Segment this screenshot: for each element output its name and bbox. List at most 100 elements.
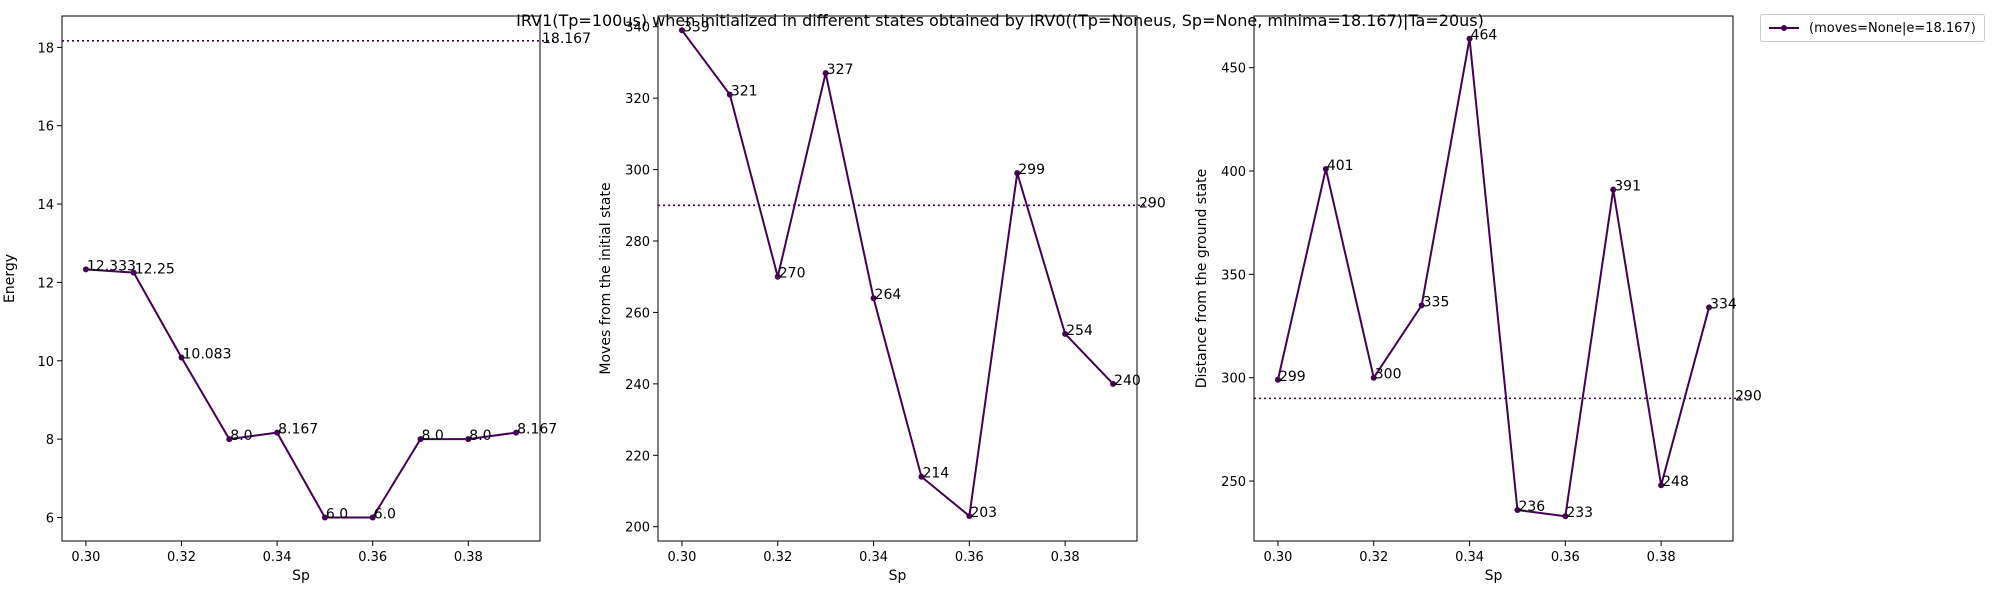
y-tick-label: 280: [625, 235, 650, 250]
data-point: [1562, 513, 1569, 520]
data-point: [82, 266, 89, 273]
y-tick-label: 18: [37, 41, 54, 56]
x-tick-label: 0.36: [1551, 550, 1580, 565]
y-tick-label: 220: [625, 449, 650, 464]
data-point: [1110, 380, 1117, 387]
data-label: 8.167: [517, 422, 557, 438]
x-axis-label: Sp: [1485, 568, 1503, 584]
data-point: [1274, 376, 1281, 383]
x-tick-label: 0.32: [167, 550, 196, 565]
y-axis-label: Distance from the ground state: [1194, 169, 1210, 389]
data-label: 10.083: [183, 347, 232, 363]
legend-line-marker-icon: [1767, 22, 1801, 34]
data-point: [321, 514, 328, 521]
x-tick-label: 0.30: [71, 550, 100, 565]
x-axis-label: Sp: [292, 568, 310, 584]
legend: (moves=None|e=18.167): [1760, 14, 1985, 42]
data-label: 8.0: [469, 428, 491, 444]
y-tick-label: 10: [37, 355, 54, 370]
data-point: [918, 473, 925, 480]
data-label: 464: [1471, 28, 1498, 44]
data-label: 401: [1327, 158, 1354, 174]
y-tick-label: 340: [625, 21, 650, 36]
data-point: [1466, 35, 1473, 42]
data-label: 6.0: [326, 506, 348, 522]
chart-panel-1: 0.30 0.32 0.34 0.36 0.38 6 8 10 12 14 16 18 Sp Energy…: [2, 15, 591, 584]
x-axis-label: Sp: [889, 568, 907, 584]
data-label: 321: [731, 84, 758, 100]
x-tick-label: 0.38: [454, 550, 483, 565]
x-tick-label: 0.36: [955, 550, 984, 565]
data-point: [1418, 302, 1425, 309]
data-point: [1014, 170, 1021, 177]
y-tick-label: 12: [37, 276, 54, 291]
x-tick-label: 0.32: [763, 550, 792, 565]
y-axis-label: Energy: [2, 254, 18, 303]
y-tick-label: 300: [1221, 372, 1246, 387]
data-label: 8.167: [278, 422, 318, 438]
data-point: [1370, 374, 1377, 381]
data-point: [1610, 186, 1617, 193]
chart-panel-2: 0.30 0.32 0.34 0.36 0.38 200 220 240 260 280 300 32…: [598, 15, 1166, 584]
plot-frame: [657, 15, 1138, 542]
data-label: 236: [1518, 499, 1545, 515]
legend-label: (moves=None|e=18.167): [1809, 20, 1976, 36]
data-point: [966, 513, 973, 519]
data-label: 254: [1066, 323, 1093, 339]
y-tick-label: 350: [1221, 268, 1246, 283]
data-label: 299: [1279, 369, 1306, 385]
data-label: 8.0: [422, 428, 444, 444]
data-point: [870, 295, 877, 302]
y-tick-label: 260: [625, 306, 650, 321]
data-point: [274, 429, 281, 436]
plot-frame: [61, 15, 541, 542]
data-label: 6.0: [374, 506, 396, 522]
data-point: [822, 70, 829, 77]
x-tick-label: 0.38: [1647, 550, 1676, 565]
x-tick-label: 0.32: [1359, 550, 1388, 565]
data-point: [678, 27, 685, 34]
y-axis-label: Moves from the initial state: [598, 182, 614, 374]
x-tick-label: 0.34: [859, 550, 888, 565]
y-tick-label: 14: [37, 198, 54, 213]
reference-label: 290: [1735, 388, 1762, 404]
data-point: [774, 273, 781, 280]
data-point: [1322, 165, 1329, 172]
series-line: [1276, 38, 1711, 518]
y-tick-label: 16: [37, 120, 54, 135]
data-point: [130, 269, 137, 276]
x-tick-label: 0.30: [1263, 550, 1292, 565]
data-label: 327: [827, 62, 854, 78]
data-label: 299: [1018, 162, 1045, 178]
data-point: [513, 429, 520, 436]
x-tick-label: 0.38: [1051, 550, 1080, 565]
data-label: 12.333: [87, 258, 136, 274]
data-point: [726, 91, 733, 98]
x-tick-label: 0.36: [358, 550, 387, 565]
data-point: [178, 354, 185, 361]
data-point: [226, 436, 233, 443]
data-point: [1658, 482, 1665, 489]
reference-label: 290: [1139, 195, 1166, 211]
series-line: [681, 29, 1114, 518]
data-label: 264: [875, 287, 902, 303]
data-label: 270: [779, 266, 806, 282]
y-tick-label: 8: [46, 433, 54, 448]
data-label: 233: [1566, 505, 1593, 521]
data-label: 248: [1662, 474, 1689, 490]
data-label: 334: [1710, 296, 1737, 312]
chart-panels: 0.30 0.32 0.34 0.36 0.38 6 8 10 12 14 16 18 Sp Energy…: [2, 15, 1762, 584]
data-point: [1706, 304, 1713, 311]
data-point: [369, 514, 376, 521]
plot-frame: [1253, 15, 1734, 542]
figure-title: IRV1(Tp=100us) when initialized in diffe…: [516, 11, 1484, 30]
data-label: 391: [1614, 179, 1641, 195]
y-tick-label: 6: [46, 511, 54, 526]
data-label: 12.25: [135, 262, 175, 278]
y-tick-label: 300: [625, 164, 650, 179]
y-tick-label: 200: [625, 521, 650, 536]
reference-label: 18.167: [542, 31, 591, 47]
x-tick-label: 0.34: [263, 550, 292, 565]
data-label: 240: [1114, 373, 1141, 389]
y-tick-label: 450: [1221, 62, 1246, 77]
